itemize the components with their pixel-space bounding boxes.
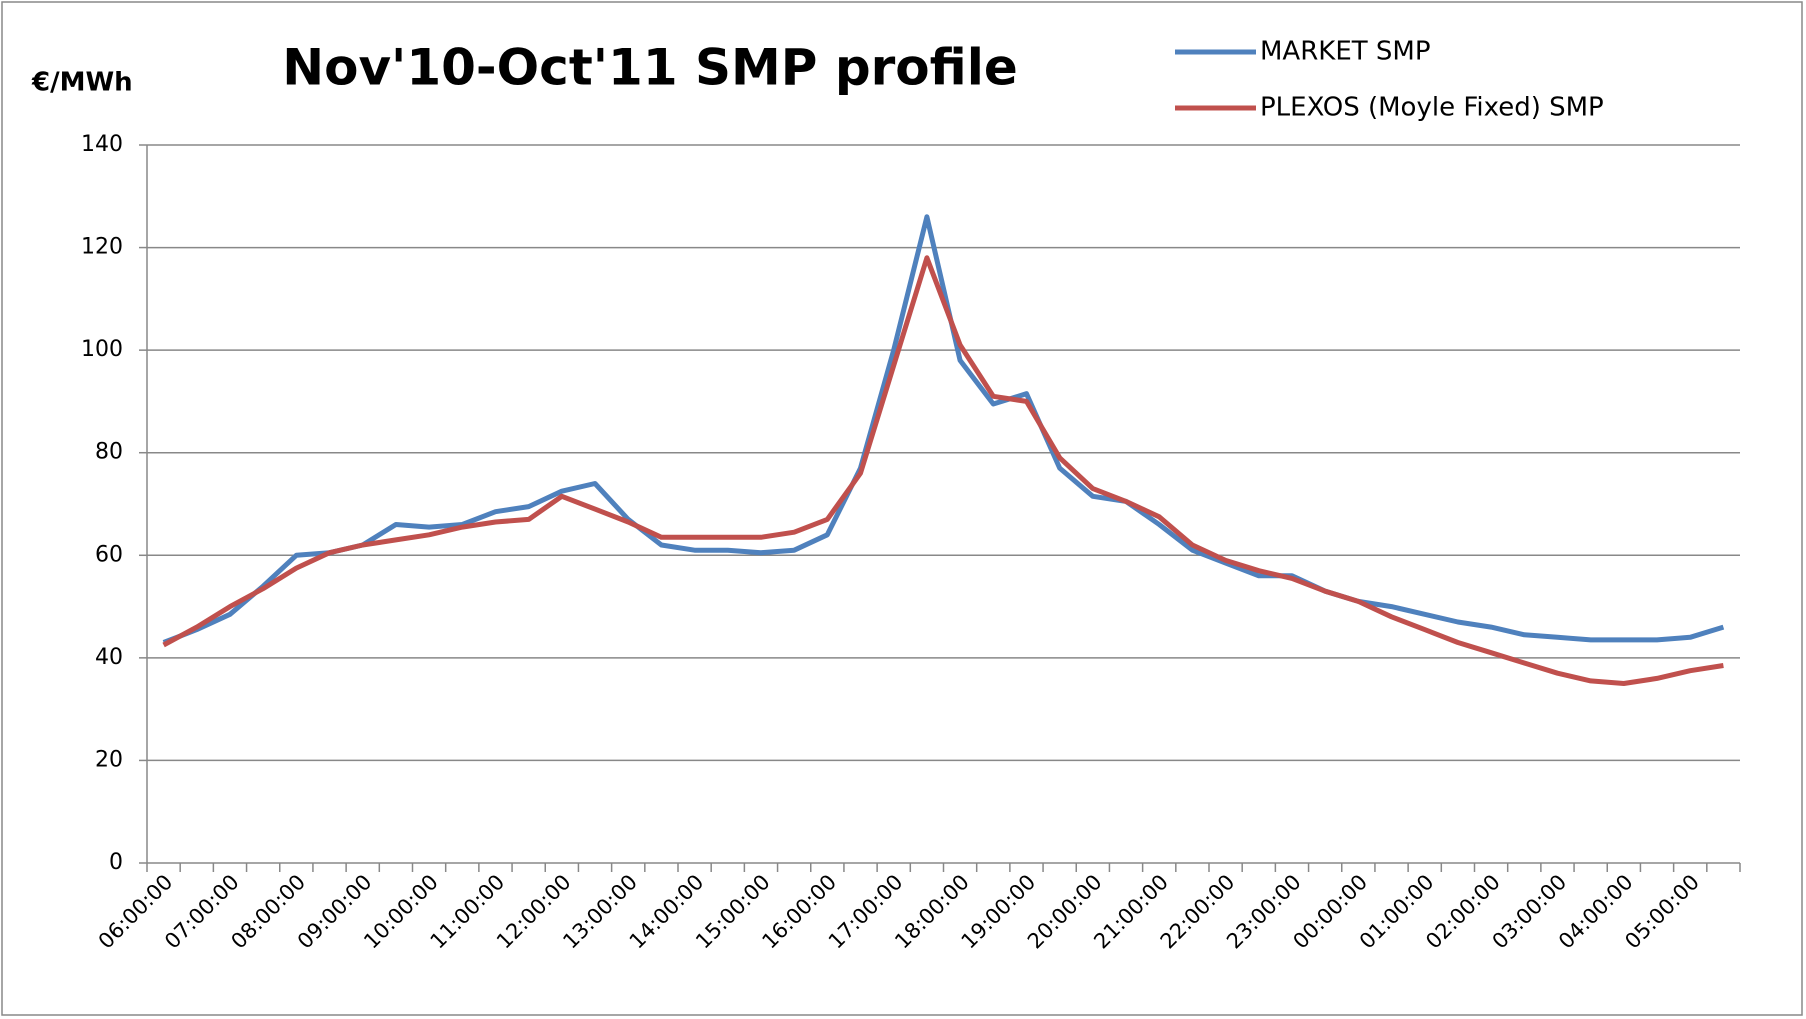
y-tick-label: 0 (109, 850, 123, 875)
y-tick-label: 80 (95, 440, 123, 465)
y-tick-label: 60 (95, 542, 123, 567)
y-tick-label: 20 (95, 747, 123, 772)
y-tick-label: 140 (81, 132, 123, 157)
y-tick-label: 120 (81, 235, 123, 260)
y-tick-label: 100 (81, 337, 123, 362)
y-axis-label: €/MWh (31, 68, 133, 98)
legend-label: PLEXOS (Moyle Fixed) SMP (1260, 93, 1604, 123)
series-line (162, 214, 1725, 645)
chart-title: Nov'10-Oct'11 SMP profile (282, 39, 1018, 97)
series-line (162, 255, 1724, 686)
legend-label: MARKET SMP (1260, 37, 1431, 67)
y-tick-label: 40 (95, 645, 123, 670)
